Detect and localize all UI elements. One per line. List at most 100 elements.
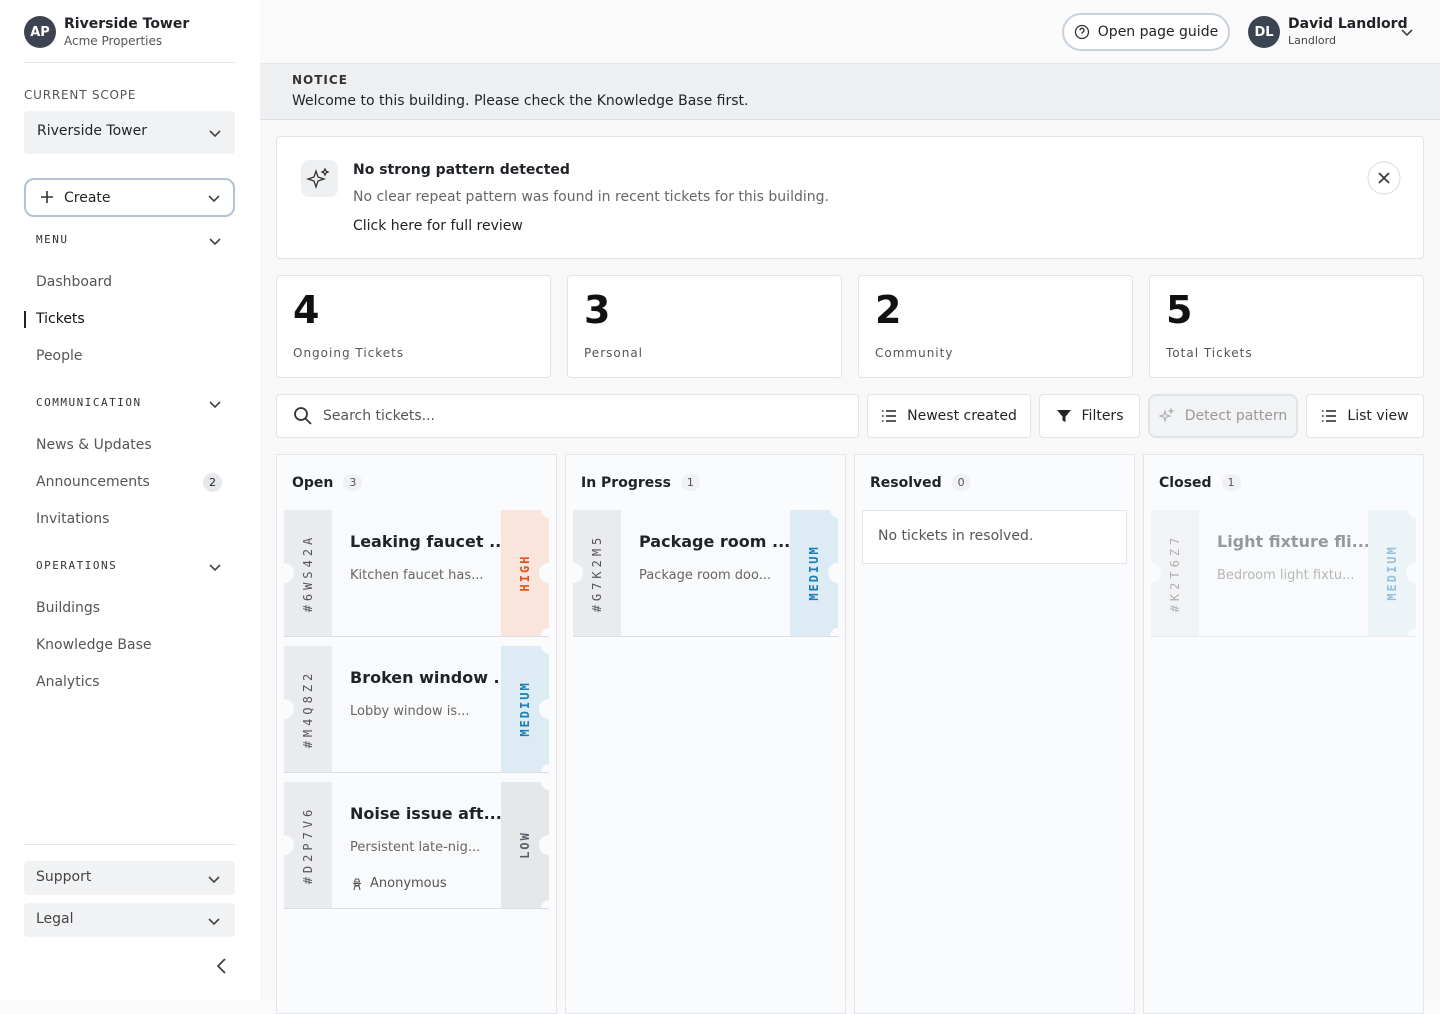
filter-icon [1056,410,1071,422]
footer-label: Support [36,869,92,885]
ticket-notch [541,510,549,518]
scope-label: CURRENT SCOPE [24,88,137,102]
nav-item[interactable]: Invitations [24,501,236,538]
notice-text: Welcome to this building. Please check t… [292,93,749,109]
column-name: In Progress [581,474,671,491]
chevron [207,913,221,927]
ticket-id: #D2P7V6 [301,805,315,885]
chevron [208,233,222,247]
stat-label: Community [875,346,954,360]
list-icon [882,410,897,422]
stat-value: 5 [1166,288,1193,332]
ticket-desc: Lobby window is... [350,704,470,719]
detect-label: Detect pattern [1184,408,1288,424]
create-button[interactable]: Create [24,178,235,217]
chevron [208,396,222,410]
scope-select[interactable]: Riverside Tower [24,111,235,154]
nav-section-title: MENU [36,233,69,246]
column: Closed 1 #K2T6Z7 Light fixture fli... Bedroo… [1143,454,1424,1014]
user-name: David Landlord [1288,16,1408,32]
ticket-id: #6WS42A [301,533,315,613]
ticket-notch [539,835,549,855]
nav-label: Tickets [36,311,85,327]
sparkle-icon [301,160,338,197]
help-icon [1074,24,1089,40]
empty-text: No tickets in resolved. [878,528,1034,544]
stat-card: 5 Total Tickets [1149,275,1424,378]
ticket-notch [541,764,549,772]
ticket-id: #K2T6Z7 [1168,533,1182,613]
create-label: Create [64,190,111,206]
nav-item[interactable]: Analytics [24,664,236,701]
nav-label: Announcements [36,474,150,490]
ticket-card[interactable]: #6WS42A Leaking faucet ... Kitchen faucet … [284,510,549,637]
column-name: Open [292,474,334,491]
ticket-notch [1151,563,1161,583]
list-icon [1322,410,1337,422]
close-button[interactable] [1367,161,1401,195]
column: Open 3 #6WS42A Leaking faucet ... Kitchen fa… [276,454,557,1014]
nav-label: Knowledge Base [36,637,152,653]
column-count: 0 [951,474,971,491]
divider [24,62,236,63]
column-count: 1 [680,474,700,491]
column-name: Resolved [870,474,942,491]
ticket-title: Broken window ... [350,668,512,687]
guide-label: Open page guide [1097,24,1219,40]
ticket-card[interactable]: #G7K2M5 Package room ... Package room doo.… [573,510,838,637]
nav-item[interactable]: Buildings [24,590,236,627]
view-button[interactable]: List view [1306,394,1424,438]
collapse-button[interactable] [212,956,232,976]
ticket-author: Anonymous [350,876,447,891]
sparkle-icon [1158,408,1174,423]
ticket-card[interactable]: #D2P7V6 Noise issue aft... Persistent late… [284,782,549,909]
nav-item[interactable]: Dashboard [24,264,236,301]
nav-item[interactable]: People [24,338,236,375]
detect-button[interactable]: Detect pattern [1148,394,1298,438]
priority-strip: MEDIUM [1368,510,1416,636]
active-indicator [24,311,26,328]
user-role: Landlord [1288,34,1336,47]
stat-card: 2 Community [858,275,1133,378]
nav-item[interactable]: Announcements 2 [24,464,236,501]
author-name: Anonymous [370,876,447,891]
column-count: 3 [343,474,363,491]
priority-label: MEDIUM [518,681,532,737]
ticket-notch [541,900,549,908]
search-box[interactable]: Search tickets... [276,394,859,438]
nav-item[interactable]: News & Updates [24,427,236,464]
guide-button[interactable]: Open page guide [1062,13,1230,51]
ticket-notch [828,563,838,583]
stat-value: 4 [293,288,320,332]
org-avatar[interactable]: AP [24,16,56,48]
footer-item[interactable]: Legal [24,903,235,937]
filters-button[interactable]: Filters [1039,394,1140,438]
ticket-notch [1406,563,1416,583]
ticket-stub: #K2T6Z7 [1151,510,1199,636]
nav-label: Dashboard [36,274,112,290]
pattern-card: No strong pattern detected No clear repe… [276,136,1424,259]
nav-item[interactable]: Tickets [24,301,236,338]
divider [24,844,236,845]
ticket-notch [284,699,294,719]
ticket-id: #M4Q8Z2 [301,669,315,749]
stat-label: Total Tickets [1166,346,1253,360]
chevron [209,130,221,138]
nav-item[interactable]: Knowledge Base [24,627,236,664]
user-avatar[interactable]: DL [1248,16,1280,48]
ticket-notch [539,699,549,719]
sort-button[interactable]: Newest created [867,394,1031,438]
plus-icon [41,191,53,203]
stat-value: 2 [875,288,902,332]
anonymous-icon [350,877,364,891]
ticket-card[interactable]: #K2T6Z7 Light fixture fli... Bedroom light… [1151,510,1416,637]
ticket-notch [284,563,294,583]
footer-label: Legal [36,911,74,927]
pattern-link[interactable]: Click here for full review [353,218,523,234]
column-header: In Progress 1 [581,474,700,491]
footer-item[interactable]: Support [24,861,235,895]
chevron[interactable] [1400,25,1414,39]
ticket-card[interactable]: #M4Q8Z2 Broken window ... Lobby window is.… [284,646,549,773]
filters-label: Filters [1081,408,1124,424]
ticket-notch [541,782,549,790]
